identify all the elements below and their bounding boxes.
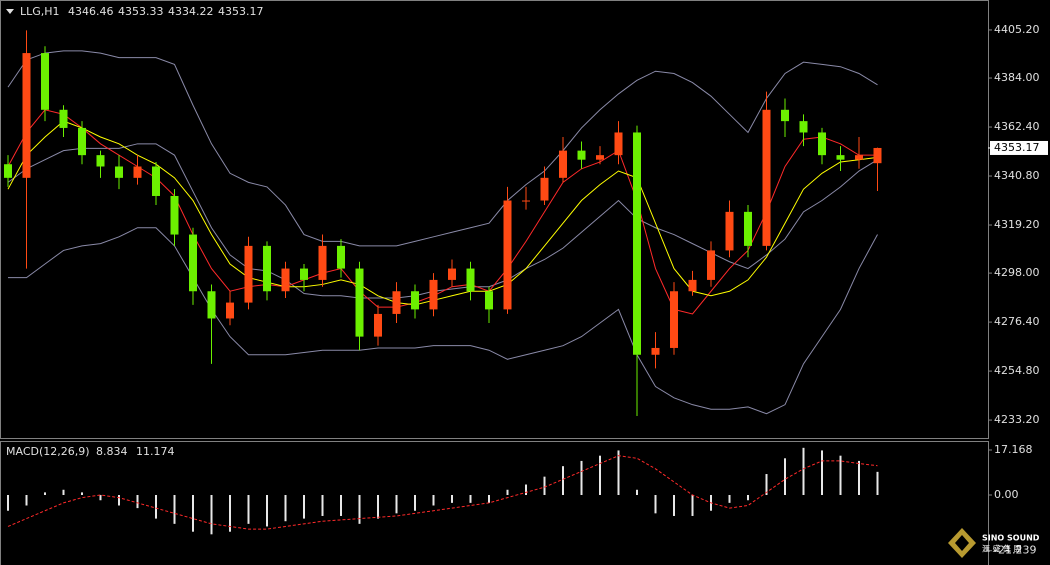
indicator-line (7, 120, 878, 306)
candle-body (522, 200, 530, 202)
price-box (990, 140, 1048, 155)
indicator-line (8, 227, 878, 415)
candle-body (281, 268, 290, 292)
menu-arrow[interactable] (6, 9, 14, 14)
candle-body (429, 279, 438, 310)
candle-body (300, 268, 308, 280)
candle-body (577, 150, 586, 160)
candle-body (244, 245, 253, 303)
candle-body (836, 155, 845, 160)
candle-body (485, 291, 493, 310)
indicator-line (7, 50, 878, 247)
candle-body (355, 268, 364, 337)
watermark-logo-inner (955, 535, 969, 551)
candle-body (152, 166, 160, 196)
candle-body (226, 302, 234, 319)
candle-body (411, 291, 419, 310)
candle-body (59, 109, 68, 128)
candle-body (503, 200, 512, 310)
candle-body (392, 291, 401, 314)
y-tick-label: -21.239 (994, 544, 1036, 557)
signal-line (7, 455, 878, 530)
candle-body (633, 132, 641, 355)
candle-body (374, 313, 382, 337)
watermark: SINO SOUND 滙 盛 集 團 (948, 528, 1040, 558)
candle-body (133, 166, 142, 178)
candle-body (614, 132, 623, 156)
candle-body (78, 127, 86, 156)
last-high: 4353.33 (118, 5, 164, 18)
main-panel-frame (0, 0, 989, 439)
candle-body (762, 109, 771, 246)
candle-body (115, 166, 123, 178)
candle-body (670, 291, 678, 348)
y-tick-label: 4276.40 (994, 315, 1040, 328)
candle-body (688, 279, 697, 292)
candle-body (41, 53, 49, 110)
last-low: 4334.22 (168, 5, 214, 18)
candle-body (4, 164, 12, 178)
candle-body (873, 147, 882, 164)
watermark-subtitle: 滙 盛 集 團 (982, 544, 1022, 554)
macd-title: MACD(12,26,9) (6, 445, 90, 458)
candle-body (263, 245, 271, 292)
candle-body (818, 132, 826, 156)
candle-body (559, 150, 567, 178)
candle-body (596, 155, 604, 160)
candle-body (337, 245, 345, 269)
y-tick-label: 4254.80 (994, 364, 1040, 377)
price-box-label: 4353.17 (994, 141, 1040, 154)
candle-body (22, 53, 31, 178)
candle-body (651, 347, 660, 355)
last-open: 4346.46 (68, 5, 114, 18)
candle-body (318, 245, 327, 280)
last-close: 4353.17 (218, 5, 264, 18)
y-tick-label: 0.00 (994, 488, 1019, 501)
y-tick-label: 4340.80 (994, 169, 1040, 182)
macd-panel-frame (0, 441, 989, 565)
y-tick-label: 4362.40 (994, 120, 1040, 133)
candle-body (466, 268, 475, 292)
candle-body (744, 211, 752, 246)
y-tick-label: 4319.20 (994, 218, 1040, 231)
y-tick-label: 4298.00 (994, 266, 1040, 279)
signal-value: 11.174 (136, 445, 175, 458)
y-tick-label: 4384.00 (994, 71, 1040, 84)
candle-body (207, 291, 216, 319)
indicator-line (7, 143, 878, 299)
candle-body (448, 268, 456, 280)
y-tick-label: 17.168 (994, 443, 1033, 456)
candle-body (781, 109, 789, 122)
candle-body (725, 211, 734, 251)
y-tick-label: 4405.20 (994, 23, 1040, 36)
y-tick-label: 4233.20 (994, 413, 1040, 426)
candle-body (189, 234, 197, 292)
candle-body (540, 177, 549, 201)
candle-body (855, 155, 863, 160)
symbol-title: LLG,H1 (20, 5, 60, 18)
watermark-name: SINO SOUND (982, 534, 1040, 543)
candle-body (170, 195, 179, 235)
candle-body (799, 121, 808, 133)
candle-body (707, 250, 715, 280)
candle-body (96, 155, 105, 167)
macd-value: 8.834 (96, 445, 128, 458)
